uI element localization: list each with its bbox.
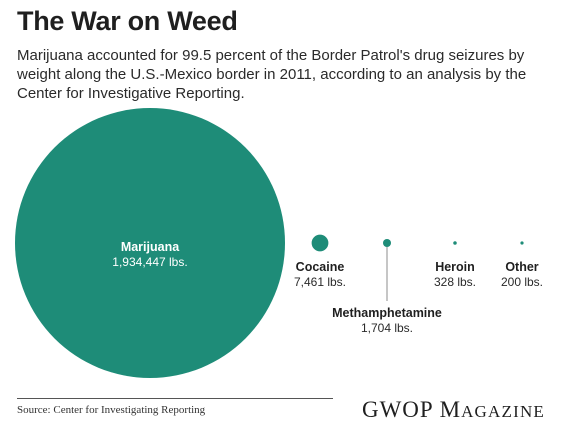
bubble-value-cocaine: 7,461 lbs. — [294, 275, 346, 289]
brand-text-rest: AGAZINE — [461, 402, 545, 421]
bubble-label-methamphetamine: Methamphetamine — [332, 306, 442, 320]
brand-logo: GWOP MAGAZINE — [362, 397, 545, 423]
brand-text-first: GWOP M — [361, 397, 462, 422]
source-note: Source: Center for Investigating Reporti… — [17, 404, 206, 416]
chart-subtitle: Marijuana accounted for 99.5 percent of … — [17, 47, 527, 102]
chart-title: The War on Weed — [17, 6, 238, 36]
bubble-methamphetamine — [382, 238, 392, 248]
bubble-label-cocaine: Cocaine — [296, 260, 345, 274]
bubble-value-heroin: 328 lbs. — [434, 275, 476, 289]
bubble-label-marijuana: Marijuana — [121, 240, 180, 254]
bubble-value-other: 200 lbs. — [501, 275, 543, 289]
bubble-heroin — [453, 241, 457, 245]
bubble-value-marijuana: 1,934,447 lbs. — [112, 255, 187, 269]
bubble-value-methamphetamine: 1,704 lbs. — [361, 321, 413, 335]
bubble-cocaine — [311, 234, 329, 252]
bubble-label-heroin: Heroin — [435, 260, 475, 274]
footer-divider — [17, 398, 333, 399]
bubble-label-other: Other — [505, 260, 538, 274]
bubble-other — [520, 241, 524, 245]
bubble-marijuana — [15, 108, 285, 378]
